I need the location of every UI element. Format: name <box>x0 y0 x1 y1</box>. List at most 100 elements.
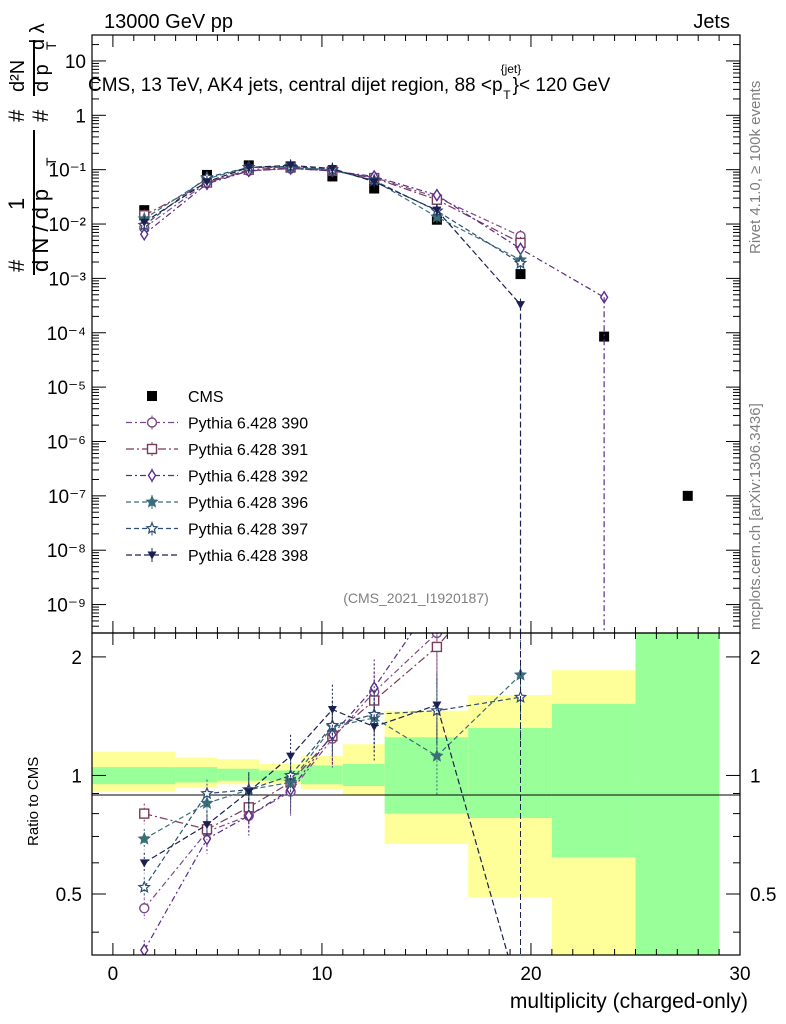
ratio-point-pythia-6-428-396 <box>137 831 151 845</box>
main-y-tick-label: 10⁻⁷ <box>48 487 86 508</box>
main-point-cms <box>599 331 610 342</box>
main-point-pythia-6-428-398 <box>432 206 442 215</box>
band-inner-1 <box>175 767 218 783</box>
ratio-point-pythia-6-428-391 <box>431 641 443 653</box>
legend-label-pythia-6-428-398: Pythia 6.428 398 <box>188 548 308 565</box>
ratio-point-pythia-6-428-397 <box>200 786 214 800</box>
axes-ticks <box>91 34 741 955</box>
ylabel-T-2: T <box>43 41 59 50</box>
band-inner-3 <box>259 770 302 781</box>
x-tick-label: 20 <box>520 964 541 985</box>
ratio-point-pythia-6-428-398 <box>202 821 212 830</box>
ylabel-num-dp: d p <box>31 64 53 92</box>
ratio-line-pythia-6-428-398 <box>143 704 509 955</box>
main-y-tick-label: 10⁻⁹ <box>47 596 86 617</box>
main-point-pythia-6-428-392 <box>139 227 149 242</box>
main-line-pythia-6-428-392 <box>143 167 605 298</box>
ratio-point-pythia-6-428-397 <box>367 707 381 720</box>
plot-title-main: CMS, 13 TeV, AK4 jets, central dijet reg… <box>88 75 503 96</box>
ylabel-hash-2: # <box>4 109 29 122</box>
legend-marker-cms <box>147 391 157 401</box>
rivet-label: Rivet 4.1.0, ≥ 100k events <box>747 81 764 254</box>
tick-labels: 0 10 20 3010110⁻¹10⁻²10⁻³10⁻⁴10⁻⁵10⁻⁶10⁻⁷10… <box>47 52 777 985</box>
main-y-tick-label: 10 <box>65 52 86 73</box>
band-inner-9 <box>635 633 720 955</box>
main-y-tick-label: 10⁻⁵ <box>47 378 86 399</box>
mcplots-label: mcplots.cern.ch [arXiv:1306.3436] <box>747 403 764 630</box>
ratio-line-pythia-6-428-396 <box>144 674 521 840</box>
band-inner-2 <box>217 768 260 781</box>
main-y-tick-label: 10⁻² <box>49 215 87 236</box>
legend-marker-pythia-6-428-396 <box>145 494 159 508</box>
ylabel-hash-1: # <box>4 259 29 272</box>
ratio-point-pythia-6-428-396 <box>200 796 214 809</box>
main-point-pythia-6-428-392 <box>432 188 442 202</box>
ratio-y-tick-label-right: 1 <box>750 766 761 787</box>
main-y-tick-label: 10⁻¹ <box>49 161 87 182</box>
ratio-y-label: Ratio to CMS <box>25 757 42 846</box>
header-left: 13000 GeV pp <box>104 11 233 33</box>
main-point-pythia-6-428-398 <box>369 178 379 187</box>
main-y-tick-label: 10⁻⁶ <box>47 432 86 453</box>
band-inner-8 <box>551 703 636 858</box>
main-line-pythia-6-428-397 <box>143 165 521 264</box>
ratio-bands <box>92 633 720 955</box>
legend: CMS Pythia 6.428 390 Pythia 6.428 391 Pythi… <box>126 389 308 565</box>
band-inner-6 <box>384 737 469 814</box>
main-y-tick-label: 10⁻⁴ <box>47 324 86 345</box>
main-line-pythia-6-428-398 <box>143 164 521 305</box>
band-inner-0 <box>92 767 176 785</box>
main-point-pythia-6-428-397 <box>513 256 528 269</box>
ratio-point-pythia-6-428-392 <box>244 808 254 823</box>
legend-label-pythia-6-428-391: Pythia 6.428 391 <box>188 442 308 459</box>
main-point-cms <box>369 183 380 194</box>
x-axis-label: multiplicity (charged-only) <box>510 990 748 1013</box>
ratio-point-pythia-6-428-398 <box>327 706 337 715</box>
analysis-tag: (CMS_2021_I1920187) <box>343 590 489 606</box>
ratio-point-pythia-6-428-392 <box>139 943 149 955</box>
ylabel-dN: d N / d p <box>28 189 53 272</box>
band-inner-4 <box>301 765 343 785</box>
main-point-pythia-6-428-398 <box>327 165 337 174</box>
ratio-y-tick-label-right: 2 <box>750 648 761 669</box>
main-y-tick-label: 1 <box>75 106 86 127</box>
legend-marker-pythia-6-428-397 <box>145 521 159 535</box>
x-tick-label: 10 <box>311 964 332 985</box>
ratio-point-pythia-6-428-391 <box>139 808 150 819</box>
main-series-layer <box>137 159 693 633</box>
main-point-pythia-6-428-398 <box>202 178 212 187</box>
ratio-point-pythia-6-428-398 <box>432 701 442 710</box>
plot-title-sup: {jet} <box>501 62 522 76</box>
main-point-pythia-6-428-398 <box>139 218 149 227</box>
legend-marker-pythia-6-428-392 <box>147 468 157 483</box>
ylabel-num-dl: d λ <box>27 23 49 50</box>
plot-title-sub: T <box>503 88 511 102</box>
legend-marker-pythia-6-428-390 <box>146 417 158 428</box>
legend-marker-pythia-6-428-391 <box>146 443 158 455</box>
legend-marker-pythia-6-428-398 <box>147 551 157 560</box>
plot-title: CMS, 13 TeV, AK4 jets, central dijet reg… <box>88 62 611 102</box>
x-tick-label: 0 <box>108 964 119 985</box>
main-point-pythia-6-428-398 <box>244 163 254 172</box>
ylabel-num-top: d²N <box>7 60 29 92</box>
legend-label-pythia-6-428-397: Pythia 6.428 397 <box>188 522 308 539</box>
ratio-point-pythia-6-428-397 <box>137 880 151 893</box>
legend-label-pythia-6-428-396: Pythia 6.428 396 <box>188 495 308 512</box>
ratio-line-pythia-6-428-390 <box>143 633 438 909</box>
ylabel-one: 1 <box>4 198 29 210</box>
x-tick-label: 30 <box>729 964 750 985</box>
band-inner-7 <box>468 727 552 818</box>
ratio-point-pythia-6-428-396 <box>430 749 444 762</box>
legend-label-pythia-6-428-392: Pythia 6.428 392 <box>188 469 308 486</box>
ratio-point-pythia-6-428-390 <box>139 903 150 914</box>
plot-title-end: }< 120 GeV <box>513 75 611 96</box>
main-point-cms <box>515 269 526 280</box>
ylabel-hash-3: # <box>28 109 53 122</box>
main-point-pythia-6-428-398 <box>286 161 296 170</box>
ratio-series-layer <box>137 633 528 955</box>
ylabel-T-1: T <box>43 157 59 166</box>
ratio-line-pythia-6-428-392 <box>143 633 413 951</box>
ratio-point-pythia-6-428-398 <box>244 788 254 797</box>
ratio-y-tick-label: 0.5 <box>56 885 82 906</box>
